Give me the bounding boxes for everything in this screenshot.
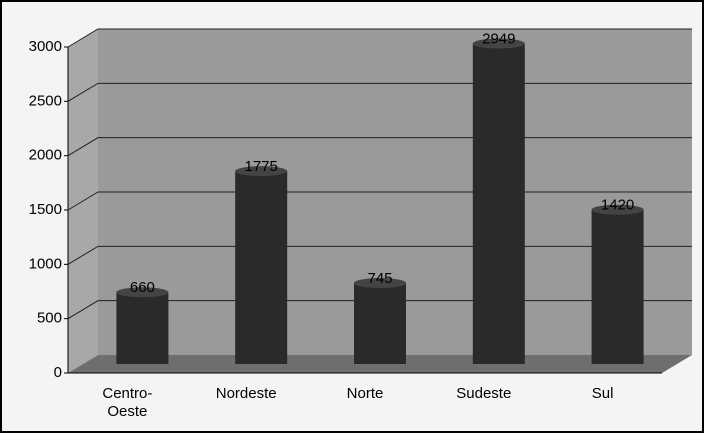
data-label: 2949 <box>482 31 515 48</box>
bar-cap <box>235 166 288 177</box>
data-label: 1420 <box>601 197 634 214</box>
x-tick-label: Sul <box>591 385 614 402</box>
data-label: 660 <box>130 279 155 296</box>
x-tick-label: Norte <box>346 385 384 402</box>
y-tick-label: 0 <box>54 364 62 381</box>
bar-cap <box>354 278 406 289</box>
data-label: 745 <box>367 270 392 287</box>
bar <box>472 43 525 365</box>
x-tick-label: Sudeste <box>456 385 512 402</box>
y-tick-label: 500 <box>37 310 62 327</box>
bar <box>116 292 169 364</box>
y-tick-label: 1000 <box>29 255 62 272</box>
bar <box>591 209 644 364</box>
x-tick-label: Centro-Oeste <box>102 385 153 420</box>
y-tick-label: 1500 <box>29 201 62 218</box>
x-tick-label: Nordeste <box>215 385 277 402</box>
bar-cap <box>116 287 169 298</box>
data-label: 1775 <box>245 158 278 175</box>
bar <box>354 283 406 364</box>
grid-line <box>67 28 692 48</box>
y-tick-label: 2500 <box>29 92 62 109</box>
bar-cap <box>472 38 525 49</box>
y-tick-label: 2000 <box>29 147 62 164</box>
bar <box>235 171 288 364</box>
y-tick-label: 3000 <box>29 38 62 55</box>
bar-cap <box>591 204 644 215</box>
